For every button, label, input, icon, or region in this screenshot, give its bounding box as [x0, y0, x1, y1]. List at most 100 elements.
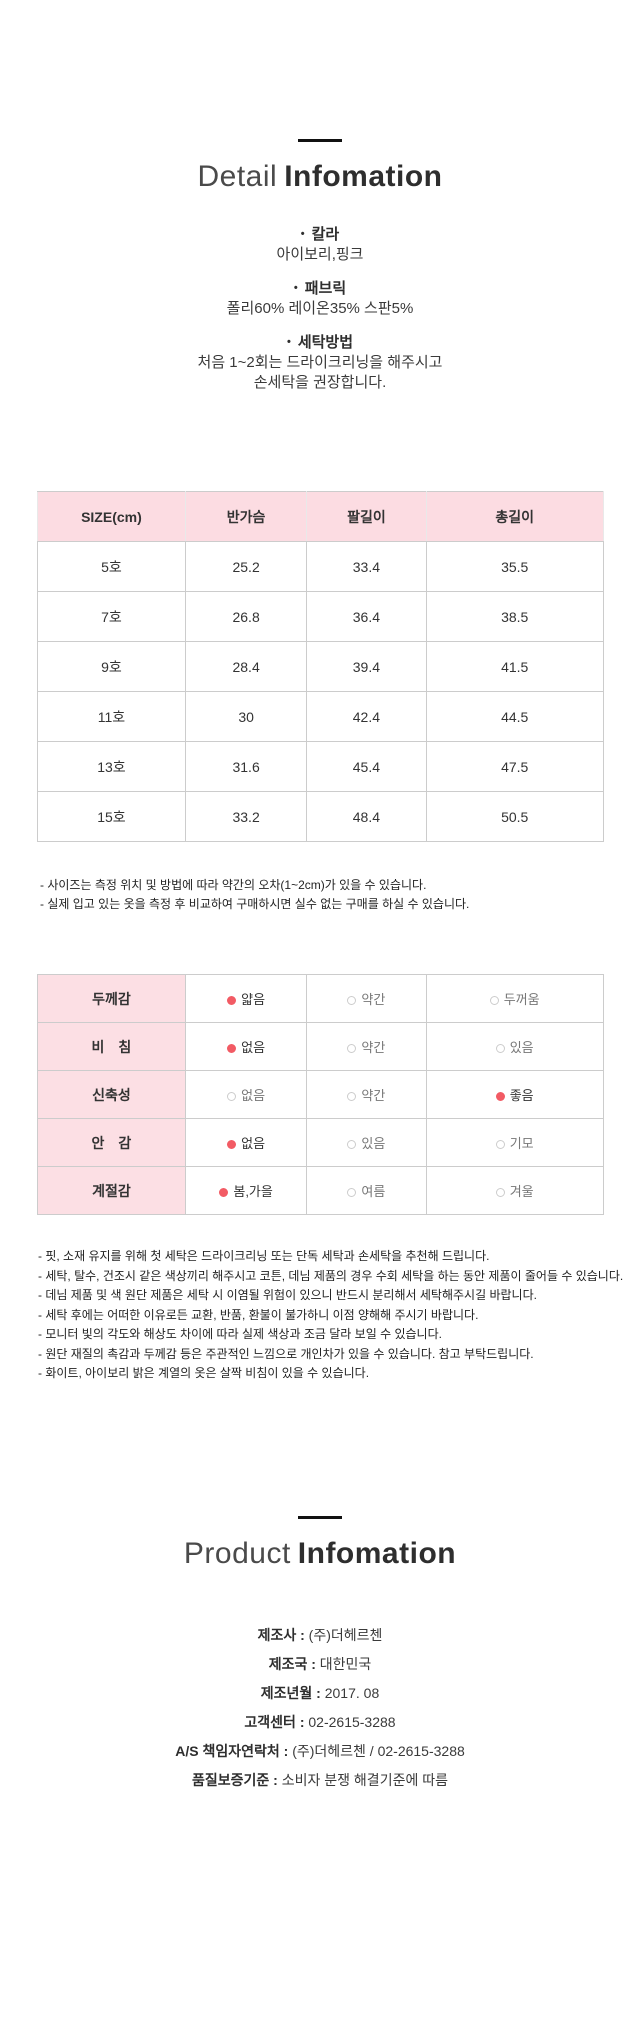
attr-option-text: 기모	[509, 1136, 534, 1151]
size-cell: 41.5	[425, 641, 604, 692]
product-info-warranty: 품질보증기준 : 소비자 분쟁 해결기준에 따름	[0, 1772, 640, 1788]
radio-dot-icon	[227, 1092, 237, 1101]
attribute-table: 두께감 얇음 약간 두꺼움 비 침 없음 약간 있음 신축성 없음 약간 좋음 …	[36, 974, 604, 1215]
attr-label: 계절감	[36, 1166, 187, 1215]
size-col-header: SIZE(cm)	[36, 491, 187, 542]
detail-bullet-list: • 칼라 아이보리,핑크 • 패브릭 폴리60% 레이온35% 스판5% • 세탁방법…	[0, 224, 640, 393]
size-col-header: 총길이	[425, 491, 604, 542]
detail-section-title: Detail Infomation	[0, 160, 640, 194]
size-cell: 44.5	[425, 691, 604, 742]
product-info-label: 제조사	[257, 1626, 297, 1643]
bullet-label: • 패브릭	[0, 278, 640, 299]
attr-option-cell: 봄,가을	[185, 1166, 307, 1215]
attr-option: 얇음	[227, 992, 265, 1007]
care-note-line: - 세탁 후에는 어떠한 이유로든 교환, 반품, 환불이 불가하니 이점 양해…	[38, 1307, 479, 1322]
radio-dot-icon	[227, 1044, 237, 1053]
attr-option-cell: 기모	[425, 1118, 604, 1167]
attr-label: 신축성	[36, 1070, 187, 1119]
attr-option: 없음	[227, 1136, 265, 1151]
care-note-line: - 데님 제품 및 색 원단 제품은 세탁 시 이염될 위험이 있으니 반드시 …	[38, 1288, 537, 1302]
product-info-label: 품질보증기준	[192, 1771, 270, 1788]
product-info-value: (주)더헤르첸 / 02-2615-3288	[292, 1742, 465, 1759]
bullet-icon: •	[300, 228, 305, 240]
attr-option: 없음	[227, 1040, 265, 1055]
size-cell: 33.4	[305, 541, 427, 592]
attr-option-cell: 약간	[305, 1070, 427, 1119]
radio-dot-icon	[495, 1188, 505, 1197]
bullet-value: 손세탁을 권장합니다.	[253, 374, 387, 391]
care-note-line: - 세탁, 탈수, 건조시 같은 색상끼리 해주시고 코튼, 데님 제품의 경우…	[38, 1268, 624, 1283]
care-notes: - 핏, 소재 유지를 위해 첫 세탁은 드라이크리닝 또는 단독 세탁과 손세…	[38, 1247, 640, 1384]
separator: :	[312, 1684, 325, 1701]
size-cell: 42.4	[305, 691, 427, 742]
product-info-value: 대한민국	[319, 1655, 372, 1672]
table-row: 11호 30 42.4 44.5	[36, 691, 604, 742]
bullet-value: 아이보리,핑크	[276, 246, 364, 263]
size-cell: 31.6	[185, 741, 307, 792]
product-info-label: 제조년월	[260, 1684, 313, 1701]
bullet-value: 폴리60% 레이온35% 스판5%	[226, 300, 414, 317]
product-title-light: Product	[183, 1536, 291, 1570]
attr-option-cell: 약간	[305, 974, 427, 1023]
attr-option: 기모	[495, 1136, 534, 1151]
radio-dot-icon	[489, 996, 499, 1005]
attr-option-cell: 있음	[425, 1022, 604, 1071]
size-cell: 15호	[36, 791, 187, 842]
care-note-line: - 모니터 빛의 각도와 해상도 차이에 따라 실제 색상과 조금 달라 보일 …	[38, 1327, 442, 1341]
table-row: 5호 25.2 33.4 35.5	[36, 541, 604, 592]
attr-label: 안 감	[36, 1118, 187, 1167]
bullet-label: • 세탁방법	[0, 332, 640, 353]
attr-option: 겨울	[495, 1184, 534, 1199]
bullet-icon: •	[293, 282, 298, 294]
bullet-label: • 칼라	[0, 224, 640, 245]
detail-title-bold: Infomation	[284, 160, 443, 193]
size-cell: 38.5	[425, 591, 604, 642]
attr-option-text: 약간	[361, 1040, 386, 1055]
product-info-label: 제조국	[268, 1655, 308, 1672]
size-cell: 11호	[36, 691, 187, 742]
bullet-icon: •	[286, 336, 291, 348]
radio-dot-icon	[495, 1092, 505, 1101]
attr-option: 두꺼움	[489, 992, 540, 1007]
separator: :	[279, 1742, 293, 1759]
table-row: 13호 31.6 45.4 47.5	[36, 741, 604, 792]
attr-option-text: 약간	[361, 992, 386, 1007]
attr-option-text: 약간	[361, 1088, 386, 1103]
detail-section-divider	[298, 139, 342, 142]
bullet-group-washing: • 세탁방법 처음 1~2회는 드라이크리닝을 해주시고 손세탁을 권장합니다.	[0, 332, 640, 393]
page: Detail Infomation • 칼라 아이보리,핑크 • 패브릭 폴리60% …	[0, 139, 640, 1788]
product-info-date: 제조년월 : 2017. 08	[0, 1685, 640, 1701]
radio-dot-icon	[219, 1188, 229, 1197]
bullet-group-color: • 칼라 아이보리,핑크	[0, 224, 640, 265]
attr-option-cell: 없음	[185, 1022, 307, 1071]
radio-dot-icon	[347, 1140, 357, 1149]
table-row: 15호 33.2 48.4 50.5	[36, 791, 604, 842]
size-cell: 25.2	[185, 541, 307, 592]
separator: :	[269, 1771, 282, 1788]
product-info-country: 제조국 : 대한민국	[0, 1656, 640, 1672]
table-row: 신축성 없음 약간 좋음	[36, 1070, 604, 1119]
size-cell: 28.4	[185, 641, 307, 692]
size-cell: 48.4	[305, 791, 427, 842]
radio-dot-icon	[347, 996, 357, 1005]
size-cell: 7호	[36, 591, 187, 642]
size-cell: 50.5	[425, 791, 604, 842]
size-note-line: - 사이즈는 측정 위치 및 방법에 따라 약간의 오차(1~2cm)가 있을 …	[40, 878, 427, 892]
size-table-header-row: SIZE(cm) 반가슴 팔길이 총길이	[36, 491, 604, 542]
attr-option-cell: 두꺼움	[425, 974, 604, 1023]
attr-option: 여름	[347, 1184, 385, 1199]
bullet-group-fabric: • 패브릭 폴리60% 레이온35% 스판5%	[0, 278, 640, 319]
product-info-label: A/S 책임자연락처	[175, 1742, 280, 1759]
size-cell: 26.8	[185, 591, 307, 642]
detail-title-light: Detail	[197, 160, 278, 193]
bullet-value: 처음 1~2회는 드라이크리닝을 해주시고	[197, 354, 443, 371]
attr-option-text: 없음	[241, 1088, 266, 1103]
product-info-value: 02-2615-3288	[308, 1713, 396, 1730]
attr-option-text: 좋음	[509, 1088, 534, 1103]
radio-dot-icon	[227, 996, 237, 1005]
attr-option: 약간	[347, 992, 385, 1007]
attr-option-text: 얇음	[241, 992, 266, 1007]
attr-option-text: 없음	[241, 1040, 266, 1055]
bullet-label-text: 세탁방법	[297, 334, 354, 351]
attr-option-cell: 겨울	[425, 1166, 604, 1215]
